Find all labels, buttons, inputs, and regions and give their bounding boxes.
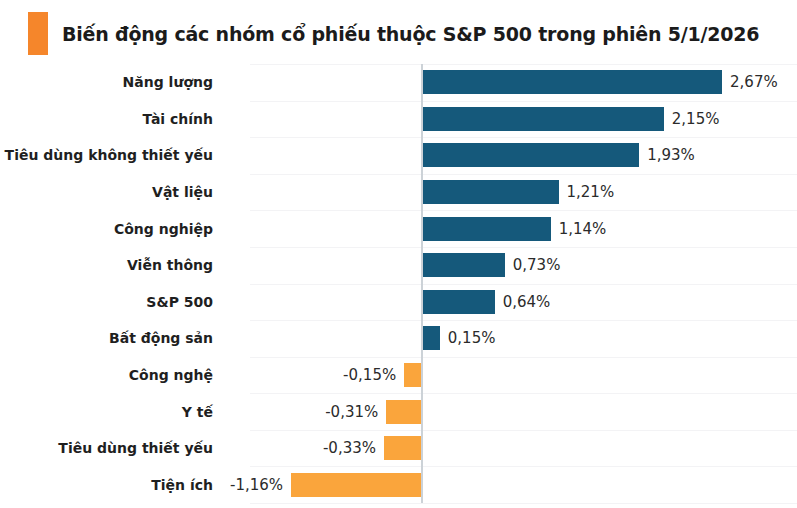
- category-label: Năng lượng: [0, 64, 213, 101]
- title-accent-square: [28, 12, 48, 55]
- value-label: 0,15%: [448, 320, 496, 357]
- bar: [384, 436, 421, 460]
- bar: [386, 400, 421, 424]
- bar: [423, 326, 440, 350]
- category-label: Tiêu dùng thiết yếu: [0, 430, 213, 467]
- value-label: -0,15%: [343, 357, 396, 394]
- category-label: Y tế: [0, 393, 213, 430]
- category-label: Công nghệ: [0, 357, 213, 394]
- category-label: Bất động sản: [0, 320, 213, 357]
- gridline: [250, 503, 797, 504]
- value-label: 1,21%: [567, 174, 615, 211]
- category-label: Công nghiệp: [0, 210, 213, 247]
- value-label: 1,14%: [559, 210, 607, 247]
- chart-header: Biến động các nhóm cổ phiếu thuộc S&P 50…: [0, 0, 797, 60]
- category-label: Vật liệu: [0, 174, 213, 211]
- value-label: 0,73%: [513, 247, 561, 284]
- value-label: -0,33%: [323, 430, 376, 467]
- value-label: -1,16%: [230, 466, 283, 503]
- category-label: Viễn thông: [0, 247, 213, 284]
- bar: [291, 473, 421, 497]
- gridline: [250, 210, 797, 211]
- gridline: [250, 174, 797, 175]
- gridline: [250, 64, 797, 65]
- bar: [423, 180, 559, 204]
- value-label: 2,15%: [672, 101, 720, 138]
- bar: [423, 253, 505, 277]
- category-label: S&P 500: [0, 284, 213, 321]
- bar: [404, 363, 421, 387]
- category-label: Tiện ích: [0, 466, 213, 503]
- category-label: Tài chính: [0, 101, 213, 138]
- bar: [423, 290, 495, 314]
- bar: [423, 217, 551, 241]
- gridline: [250, 320, 797, 321]
- bar: [423, 107, 664, 131]
- value-label: 2,67%: [730, 64, 778, 101]
- value-label: -0,31%: [325, 393, 378, 430]
- bar-chart: Năng lượng 2,67% Tài chính 2,15% Tiêu dùng k…: [0, 64, 797, 503]
- bar: [423, 143, 639, 167]
- value-label: 1,93%: [647, 137, 695, 174]
- bar: [423, 70, 722, 94]
- value-label: 0,64%: [503, 284, 551, 321]
- chart-title: Biến động các nhóm cổ phiếu thuộc S&P 50…: [62, 12, 759, 55]
- category-label: Tiêu dùng không thiết yếu: [0, 137, 213, 174]
- gridline: [250, 357, 797, 358]
